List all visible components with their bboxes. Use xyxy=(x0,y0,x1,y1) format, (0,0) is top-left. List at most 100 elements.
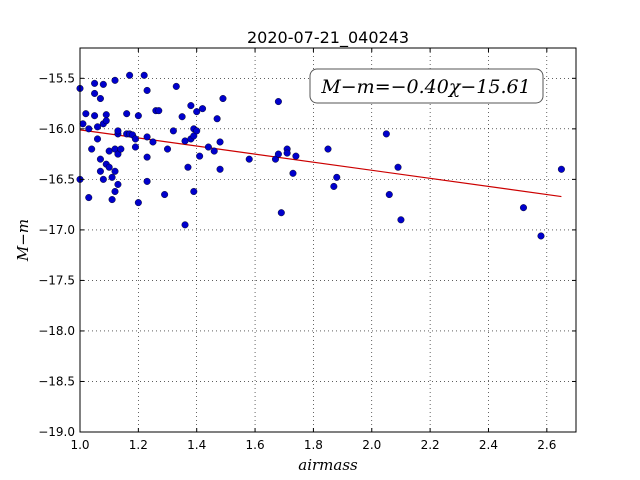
data-point xyxy=(184,163,192,171)
data-point xyxy=(190,187,198,195)
data-point xyxy=(91,112,99,120)
y-tick-label: −17.0 xyxy=(38,223,75,237)
data-point xyxy=(126,71,134,79)
data-point xyxy=(394,163,402,171)
fit-equation-text: M−m=−0.40χ−15.61 xyxy=(320,76,530,98)
data-point xyxy=(181,137,189,145)
data-point xyxy=(204,143,212,151)
data-point xyxy=(193,127,201,135)
data-point xyxy=(143,177,151,185)
data-point xyxy=(143,86,151,94)
y-tick-label: −18.0 xyxy=(38,324,75,338)
data-point xyxy=(397,216,405,224)
data-point xyxy=(143,153,151,161)
data-point xyxy=(277,209,285,217)
data-point xyxy=(333,173,341,181)
data-point xyxy=(245,155,253,163)
data-point xyxy=(99,80,107,88)
data-point xyxy=(219,95,227,103)
x-axis-label: airmass xyxy=(298,456,358,474)
x-tick-label: 1.6 xyxy=(246,438,265,452)
data-point xyxy=(131,143,139,151)
data-point xyxy=(557,165,565,173)
data-point xyxy=(108,173,116,181)
fit-equation-box: M−m=−0.40χ−15.61 xyxy=(309,68,544,104)
data-point xyxy=(140,71,148,79)
data-point xyxy=(134,199,142,207)
data-point xyxy=(88,145,96,153)
data-point xyxy=(216,138,224,146)
data-point xyxy=(187,102,195,110)
data-point xyxy=(111,76,119,84)
y-tick-label: −16.5 xyxy=(38,172,75,186)
data-points xyxy=(76,71,565,240)
plot-area xyxy=(80,48,576,432)
data-point xyxy=(149,138,157,146)
x-tick-label: 2.6 xyxy=(537,438,556,452)
data-point xyxy=(289,169,297,177)
data-point xyxy=(117,145,125,153)
fit-line xyxy=(79,129,562,198)
plot-frame xyxy=(79,47,577,433)
x-tick-label: 1.0 xyxy=(70,438,89,452)
data-point xyxy=(82,110,90,118)
y-tick-label: −17.5 xyxy=(38,273,75,287)
x-tick-label: 1.8 xyxy=(304,438,323,452)
data-point xyxy=(324,145,332,153)
data-point xyxy=(134,112,142,120)
data-point xyxy=(178,113,186,121)
data-point xyxy=(131,135,139,143)
x-tick-label: 1.2 xyxy=(129,438,148,452)
data-point xyxy=(330,182,338,190)
data-point xyxy=(102,117,110,125)
data-point xyxy=(96,167,104,175)
data-point xyxy=(79,120,87,128)
data-point xyxy=(85,125,93,133)
data-point xyxy=(193,108,201,116)
data-point xyxy=(155,107,163,115)
data-point xyxy=(213,115,221,123)
x-tick-label: 2.4 xyxy=(479,438,498,452)
data-point xyxy=(105,147,113,155)
x-tick-label: 2.2 xyxy=(421,438,440,452)
axis-ticks: 1.0 1.2 1.4 1.6 1.8 2.0 2.2 2.4 2.6 −15.5 −16.0 −16… xyxy=(38,48,576,452)
data-point xyxy=(85,194,93,202)
fit-equation-frame xyxy=(309,68,544,104)
data-point xyxy=(108,196,116,204)
data-point xyxy=(99,175,107,183)
data-point xyxy=(385,191,393,199)
fit-line-layer xyxy=(79,129,562,198)
data-point xyxy=(114,127,122,135)
data-point xyxy=(111,187,119,195)
data-point xyxy=(210,147,218,155)
data-point xyxy=(111,167,119,175)
data-point xyxy=(274,150,282,158)
data-point xyxy=(199,105,207,113)
data-point xyxy=(105,163,113,171)
data-point xyxy=(161,191,169,199)
x-tick-label: 1.4 xyxy=(187,438,206,452)
data-point xyxy=(91,89,99,97)
data-point xyxy=(123,110,131,118)
data-point xyxy=(172,82,180,90)
data-point xyxy=(519,204,527,212)
data-point xyxy=(94,123,102,131)
data-point xyxy=(143,133,151,141)
data-point xyxy=(91,79,99,87)
data-point xyxy=(96,155,104,163)
y-tick-label: −18.5 xyxy=(38,374,75,388)
data-point xyxy=(96,95,104,103)
data-point xyxy=(94,135,102,143)
y-axis-label: M−m xyxy=(14,219,32,262)
data-point xyxy=(102,111,110,119)
data-point xyxy=(114,180,122,188)
data-point xyxy=(164,145,172,153)
data-point xyxy=(283,149,291,157)
data-point xyxy=(196,152,204,160)
data-point xyxy=(382,130,390,138)
y-tick-label: −16.0 xyxy=(38,122,75,136)
data-point xyxy=(181,221,189,229)
y-tick-label: −19.0 xyxy=(38,425,75,439)
x-tick-label: 2.0 xyxy=(362,438,381,452)
y-tick-label: −15.5 xyxy=(38,71,75,85)
